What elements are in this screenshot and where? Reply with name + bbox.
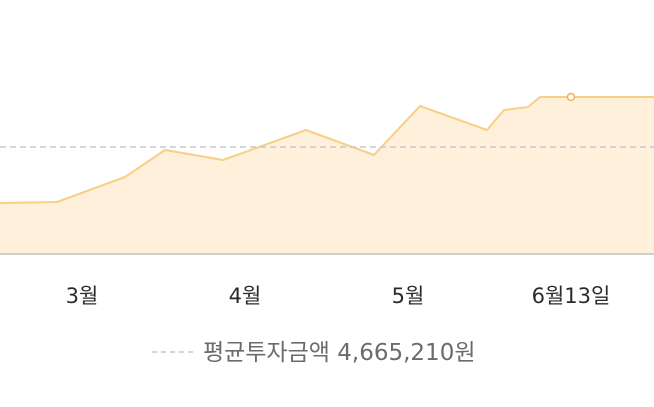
series-line	[0, 96, 654, 204]
x-tick-label-may: 5월	[392, 284, 425, 308]
x-tick-label-march: 3월	[66, 284, 99, 308]
legend-average-label: 평균투자금액 4,665,210원	[203, 340, 476, 366]
area-fill	[0, 97, 654, 254]
x-tick-label-april: 4월	[229, 284, 262, 308]
highlight-point	[566, 92, 576, 102]
legend: 평균투자금액 4,665,210원	[152, 340, 476, 366]
x-tick-label-june-13: 6월13일	[532, 284, 611, 308]
x-tick-labels: 3월 4월 5월 6월13일	[66, 284, 611, 308]
